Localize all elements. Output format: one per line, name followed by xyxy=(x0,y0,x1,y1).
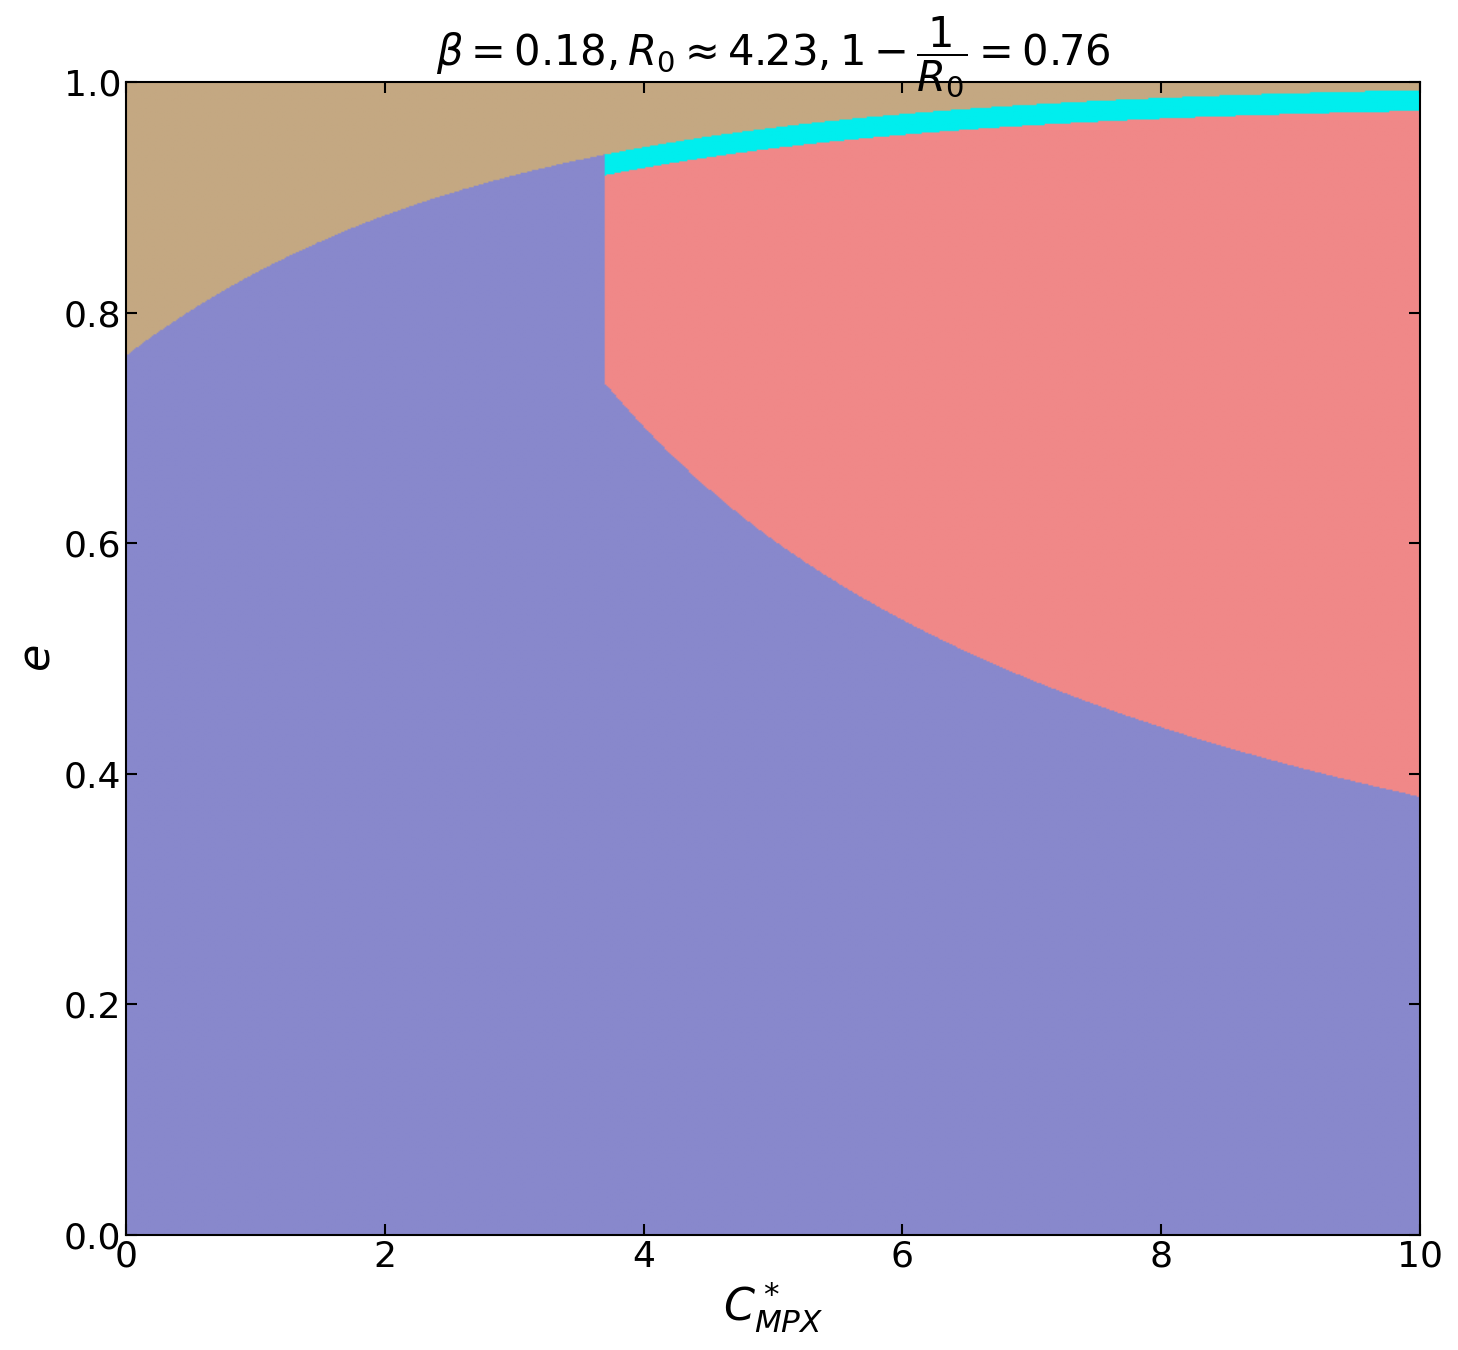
Title: $\beta = 0.18, R_0 \approx 4.23, 1 - \dfrac{1}{R_0} = 0.76$: $\beta = 0.18, R_0 \approx 4.23, 1 - \df… xyxy=(436,15,1111,100)
X-axis label: $C^*_{MPX}$: $C^*_{MPX}$ xyxy=(723,1278,824,1335)
Y-axis label: $e$: $e$ xyxy=(15,645,58,672)
